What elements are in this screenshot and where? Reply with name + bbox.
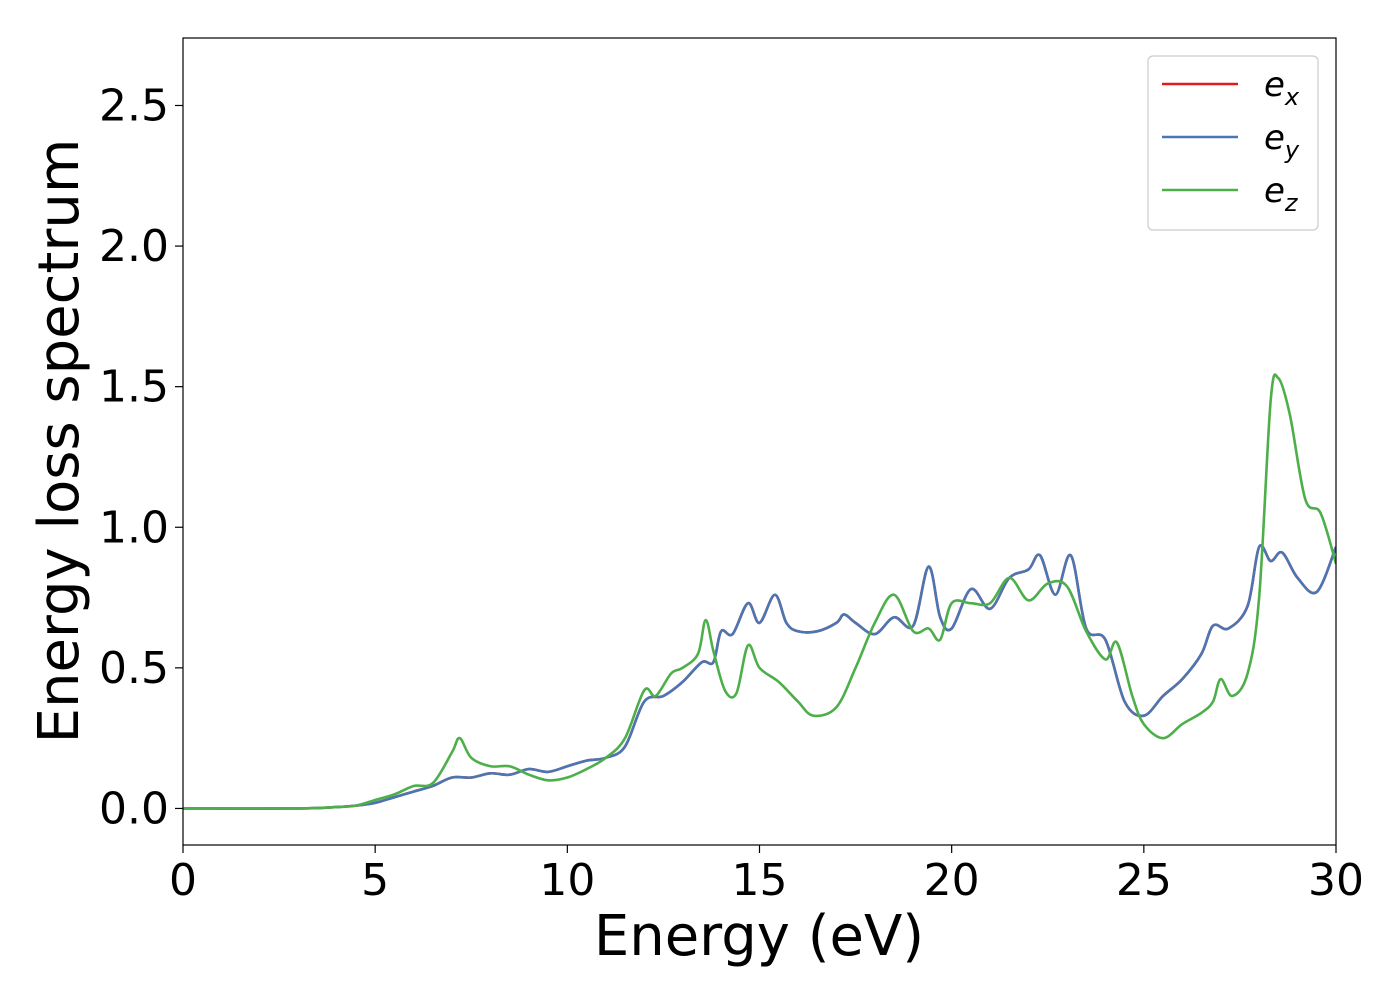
- series-line-ey: [183, 544, 1336, 810]
- legend-label-ez: ez: [1264, 171, 1299, 217]
- x-tick-label: 10: [539, 855, 595, 906]
- legend-box: [1147, 55, 1319, 231]
- y-tick-label: 1.5: [99, 362, 169, 413]
- y-tick-label: 0.0: [99, 783, 169, 834]
- x-tick-label: 15: [732, 855, 788, 906]
- y-axis-ticks: 0.0 0.5 1.0 1.5 2.0 2.5: [99, 80, 183, 834]
- y-axis-label: Energy loss spectrum: [27, 139, 92, 744]
- y-tick-label: 2.0: [99, 221, 169, 272]
- x-tick-label: 30: [1308, 855, 1364, 906]
- y-tick-label: 0.5: [99, 643, 169, 694]
- x-tick-label: 20: [924, 855, 980, 906]
- x-tick-label: 0: [169, 855, 197, 906]
- y-tick-label: 1.0: [99, 502, 169, 553]
- y-tick-label: 2.5: [99, 80, 169, 131]
- plot-area: [183, 373, 1336, 810]
- x-axis-label: Energy (eV): [594, 904, 924, 969]
- x-tick-label: 25: [1116, 855, 1172, 906]
- x-axis-ticks: 0 5 10 15 20 25 30: [169, 845, 1364, 906]
- x-tick-label: 5: [361, 855, 389, 906]
- series-line-ez: [183, 373, 1336, 810]
- series-line-ex: [183, 544, 1336, 810]
